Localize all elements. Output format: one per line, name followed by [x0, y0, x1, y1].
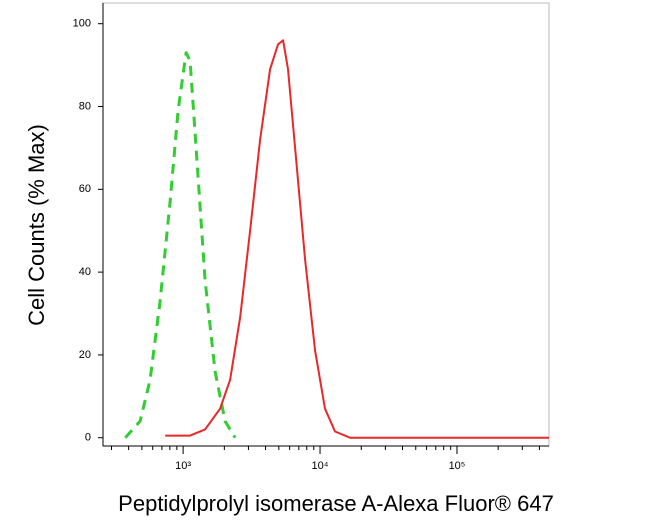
y-tick-label: 100 [73, 18, 91, 30]
histogram-line [124, 51, 237, 439]
y-tick-label: 40 [79, 266, 91, 278]
y-tick-label: 80 [79, 100, 91, 112]
x-tick-label: 10⁵ [449, 460, 466, 472]
x-tick-label: 10⁴ [312, 460, 329, 472]
y-axis-title: Cell Counts (% Max) [24, 124, 49, 326]
x-axis-title: Peptidylprolyl isomerase A-Alexa Fluor® … [118, 491, 554, 516]
plot-frame [102, 2, 550, 447]
y-tick-label: 20 [79, 349, 91, 361]
histogram-line [165, 39, 549, 439]
y-tick-label: 0 [85, 432, 91, 444]
x-tick-label: 10³ [175, 460, 191, 472]
y-tick-label: 60 [79, 183, 91, 195]
